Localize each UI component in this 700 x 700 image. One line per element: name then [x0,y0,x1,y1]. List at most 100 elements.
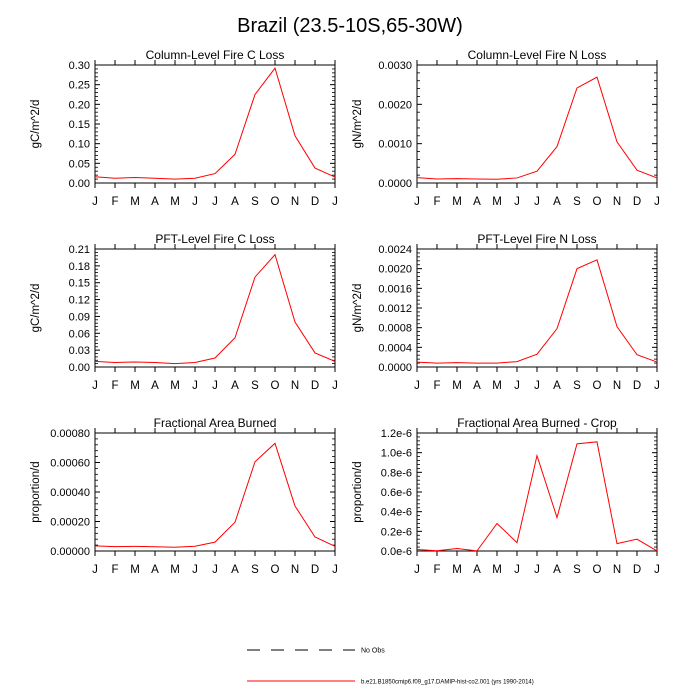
chart-panel-5: Fractional Area Burned proportion/d 0.0000… [30,416,338,576]
x-tick-label: M [170,380,180,392]
x-tick-label: F [433,564,440,576]
y-tick-label: 0.25 [69,80,90,92]
series-line [416,76,658,180]
y-tick-label: 0.00060 [50,458,90,470]
x-tick-label: N [291,196,299,208]
y-tick-label: 0.4e-6 [381,507,412,519]
series-line [94,67,336,180]
y-tick-label: 0.0000 [378,362,412,374]
y-tick-label: 0.00080 [50,428,90,440]
chart-panel-3: PFT-Level Fire C Loss gC/m^2/d 0.00 0.03 0.0… [30,232,338,392]
y-tick-label: 0.0000 [378,178,412,190]
x-tick-label: S [251,380,259,392]
x-tick-label: N [613,196,621,208]
x-tick-label: J [654,380,660,392]
x-tick-label: S [573,564,581,576]
y-axis-label: gC/m^2/d [30,100,42,149]
x-tick-label: M [130,380,140,392]
x-tick-label: J [192,196,198,208]
x-tick-label: A [473,196,481,208]
y-tick-label: 0.30 [69,60,90,72]
y-axis-label: proportion/d [30,461,42,522]
y-axis-label: gC/m^2/d [30,284,42,333]
x-tick-label: A [231,564,239,576]
y-tick-label: 0.2e-6 [381,526,412,538]
x-tick-label: M [452,196,462,208]
chart-panel-2: Column-Level Fire N Loss gN/m^2/d 0.0000 0.… [352,48,660,208]
x-tick-label: A [151,380,159,392]
panel-title: Column-Level Fire N Loss [468,48,607,62]
panels-group: Column-Level Fire C Loss gC/m^2/d 0.00 0.05… [30,48,660,576]
x-tick-label: O [271,196,280,208]
y-tick-label: 0.00020 [50,517,90,529]
panel-title: PFT-Level Fire N Loss [477,232,596,246]
x-tick-label: J [192,564,198,576]
plot-frame [94,64,336,184]
y-tick-label: 1.2e-6 [381,428,412,440]
y-tick-label: 0.15 [69,278,90,290]
y-tick-label: 0.0004 [378,342,412,354]
x-tick-label: A [151,196,159,208]
series-line [416,259,658,364]
y-tick-label: 0.0030 [378,60,412,72]
x-tick-label: S [573,380,581,392]
panel-title: PFT-Level Fire C Loss [155,232,274,246]
x-tick-label: N [291,380,299,392]
x-tick-label: M [130,196,140,208]
y-tick-label: 0.06 [69,328,90,340]
panel-title: Fractional Area Burned [154,416,277,430]
y-tick-label: 0.15 [69,119,90,131]
x-tick-label: J [212,196,218,208]
x-tick-label: M [452,564,462,576]
x-tick-label: J [534,564,540,576]
x-tick-label: O [271,380,280,392]
x-tick-label: O [593,380,602,392]
x-tick-label: J [92,564,98,576]
x-tick-label: N [613,564,621,576]
y-tick-label: 0.05 [69,158,90,170]
x-tick-label: D [311,380,319,392]
y-tick-label: 0.0010 [378,139,412,151]
y-tick-label: 0.0020 [378,264,412,276]
plot-frame [416,248,658,368]
x-tick-label: F [433,196,440,208]
series-line [416,441,658,552]
y-tick-label: 0.18 [69,261,90,273]
x-tick-label: J [414,380,420,392]
y-axis-label: gN/m^2/d [352,284,364,333]
x-tick-label: A [231,196,239,208]
plot-frame [94,248,336,368]
x-tick-label: J [534,380,540,392]
x-tick-label: D [633,196,641,208]
y-tick-label: 0.03 [69,345,90,357]
x-tick-label: F [111,196,118,208]
x-tick-label: A [151,564,159,576]
x-tick-label: A [553,564,561,576]
x-tick-label: J [654,564,660,576]
legend: No Obs b.e21.B1850cmip6.f09_g17.DAMIP-hi… [247,648,534,686]
chart-panel-6: Fractional Area Burned - Crop proportion/… [352,416,660,576]
x-tick-label: J [92,380,98,392]
x-tick-label: S [251,196,259,208]
y-tick-label: 0.09 [69,311,90,323]
y-tick-label: 0.00000 [50,546,90,558]
x-tick-label: J [332,196,338,208]
x-tick-label: O [593,196,602,208]
x-tick-label: J [192,380,198,392]
y-tick-label: 0.0016 [378,283,412,295]
x-tick-label: N [291,564,299,576]
x-tick-label: J [212,564,218,576]
x-tick-label: J [92,196,98,208]
y-tick-label: 1.0e-6 [381,448,412,460]
x-tick-label: D [633,564,641,576]
x-tick-label: M [170,564,180,576]
series-line [94,253,336,365]
x-tick-label: J [514,196,520,208]
y-axis-label: proportion/d [352,461,364,522]
y-tick-label: 0.0024 [378,244,412,256]
y-axis-label: gN/m^2/d [352,100,364,149]
series-line [94,442,336,548]
legend-no-obs-label: No Obs [361,648,385,655]
y-tick-label: 0.00 [69,362,90,374]
